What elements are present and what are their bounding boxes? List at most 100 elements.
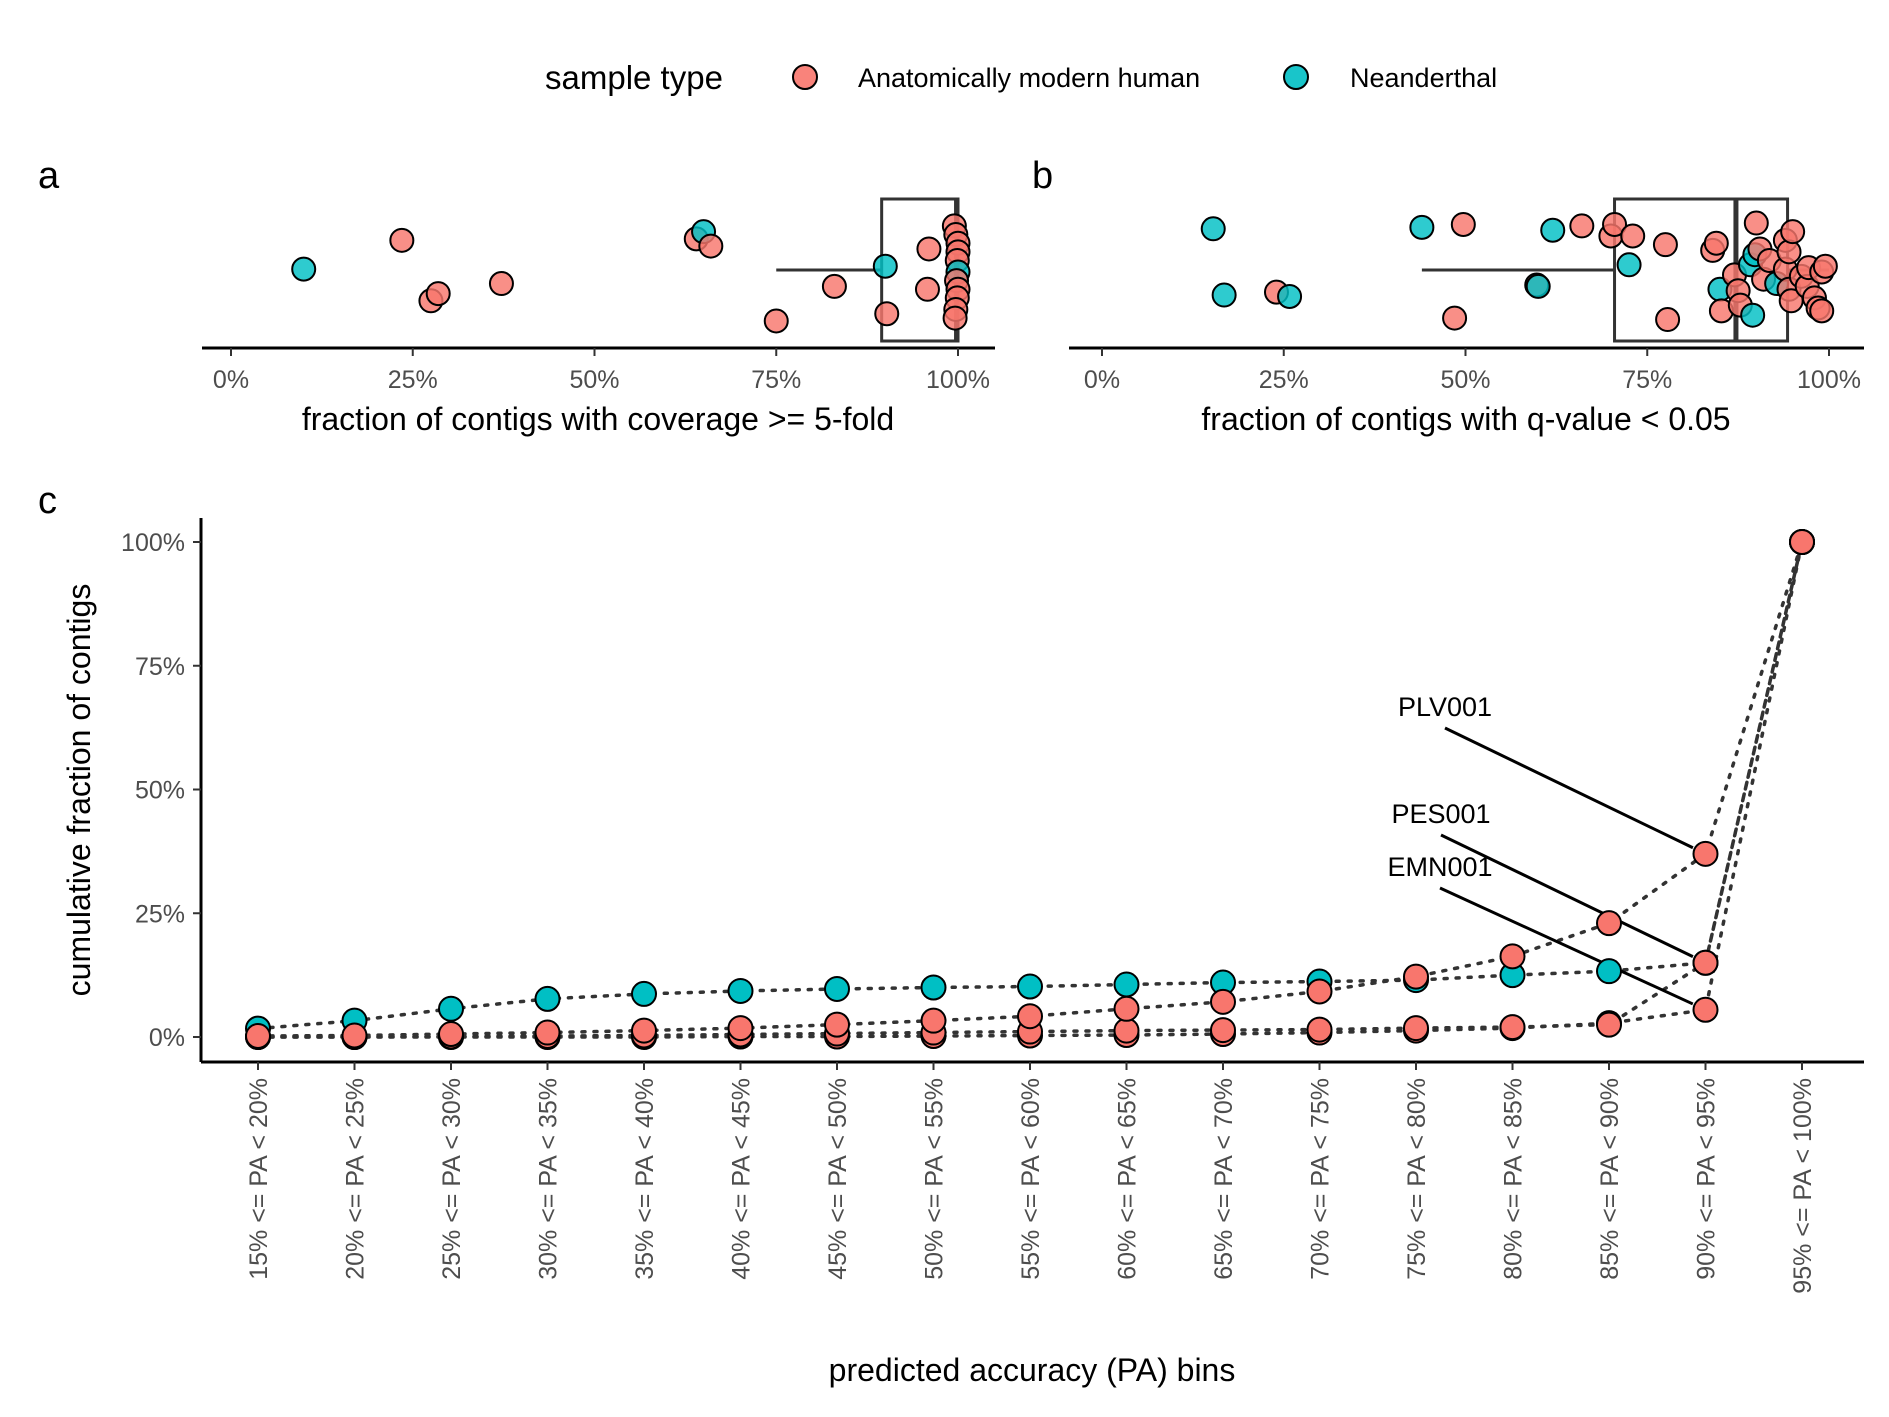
data-point-nea [1596,958,1622,985]
data-point-amh [1692,840,1719,867]
panel-a-x-axis-title: fraction of contigs with coverage >= 5-f… [302,401,894,437]
data-point-amh [245,1023,271,1050]
data-point-nea [727,977,754,1004]
panel-a-x-ticks: 0% 25% 50% 75% 100% [213,348,990,394]
panel-a-points [291,213,971,334]
x-tick-label: 50% <= PA < 55% [921,1078,949,1280]
legend-label-amh: Anatomically modern human [858,63,1200,93]
annotation-leader-line [1440,833,1694,959]
data-point-amh [488,271,514,297]
data-point-nea [1200,216,1226,242]
data-point-amh [1499,943,1526,970]
data-point-amh [727,1015,754,1042]
data-point-amh [1703,230,1729,256]
data-point-amh [1655,307,1681,333]
data-point-amh [1692,996,1719,1023]
panel-b-tag: b [1032,155,1053,197]
data-point-amh [920,1007,947,1034]
data-point-nea [1616,252,1642,278]
data-point-nea [291,256,317,282]
panel-c-tag: c [38,480,57,522]
data-point-amh [341,1022,368,1049]
x-tick-label: 85% <= PA < 90% [1596,1078,1624,1280]
data-point-amh [1776,239,1802,265]
data-point-amh [821,273,847,299]
data-point-amh [1602,211,1628,237]
panel-b-x-ticks: 0% 25% 50% 75% 100% [1084,348,1861,394]
data-point-amh [1620,223,1646,249]
data-point-amh [1789,529,1815,555]
legend-label-nea: Neanderthal [1350,63,1497,93]
annotation-leader-line [1439,886,1694,1006]
data-point-amh [1780,219,1806,245]
x-tick-label: 75% <= PA < 80% [1403,1078,1431,1280]
data-point-amh [1569,213,1595,239]
x-tick-label: 50% [1440,366,1490,394]
panel-b: b 0% 25% 50% 75% 100% fraction of contigs wi… [1032,155,1864,437]
data-point-amh [1450,211,1476,237]
data-point-amh [1017,1003,1043,1030]
data-point-nea [1540,217,1566,243]
panel-c-points [245,529,1815,1050]
data-point-amh [438,1021,464,1048]
data-point-amh [425,281,451,307]
y-tick-label: 50% [135,777,185,805]
x-tick-label: 35% <= PA < 40% [631,1078,659,1280]
data-point-amh [1442,305,1468,331]
panel-c-x-ticks: 15% <= PA < 20% 20% <= PA < 25% 25% <= PA … [245,1062,1817,1294]
x-tick-label: 20% <= PA < 25% [342,1078,370,1280]
x-tick-label: 70% <= PA < 75% [1307,1078,1335,1280]
y-tick-label: 75% [135,653,185,681]
data-point-amh [1596,1011,1622,1038]
data-point-nea [824,975,850,1002]
data-point-nea [1525,273,1551,299]
data-point-amh [1403,1015,1429,1042]
x-tick-label: 100% [1797,366,1861,394]
annotation-label: EMN001 [1387,852,1492,882]
legend-swatch-amh [792,64,818,90]
data-point-nea [1017,973,1043,1000]
data-point-amh [1499,1014,1526,1041]
x-tick-label: 0% [213,366,249,394]
y-tick-label: 0% [149,1024,185,1052]
y-tick-label: 25% [135,900,185,928]
data-point-nea [534,985,561,1012]
x-tick-label: 45% <= PA < 50% [824,1078,852,1280]
x-tick-label: 75% [1622,366,1672,394]
panel-a-tag: a [38,155,60,197]
panel-c-x-axis-title: predicted accuracy (PA) bins [829,1352,1236,1388]
data-point-nea [1740,302,1766,328]
legend-swatch-nea [1283,64,1309,90]
x-tick-label: 30% <= PA < 35% [535,1078,563,1280]
x-tick-label: 15% <= PA < 20% [245,1078,273,1280]
legend: sample type Anatomically modern human Ne… [545,59,1497,96]
series-line-nea [256,540,1804,1031]
x-tick-label: 25% [388,366,438,394]
x-tick-label: 75% [751,366,801,394]
panel-a: a 0% 25% 50% 75% 100% fraction of contigs wi… [38,155,995,437]
data-point-amh [1652,232,1678,258]
data-point-amh [916,236,942,262]
y-tick-label: 100% [121,529,185,557]
x-tick-label: 95% <= PA < 100% [1789,1078,1817,1294]
data-point-amh [1210,988,1236,1015]
data-point-amh [824,1011,850,1038]
data-point-amh [631,1017,657,1044]
x-tick-label: 0% [1084,366,1120,394]
panel-b-x-axis-title: fraction of contigs with q-value < 0.05 [1201,401,1730,437]
data-point-amh [1403,963,1429,990]
data-point-nea [631,980,657,1007]
annotation-leader-line [1444,726,1694,850]
data-point-amh [763,308,789,334]
data-point-amh [1306,978,1333,1005]
data-point-amh [698,233,724,259]
data-point-nea [1277,283,1303,309]
annotation-label: PLV001 [1398,692,1492,722]
x-tick-label: 100% [926,366,990,394]
data-point-amh [389,227,415,253]
annotation-label: PES001 [1391,799,1490,829]
x-tick-label: 25% [1259,366,1309,394]
data-point-amh [1306,1016,1333,1043]
data-point-amh [1113,1017,1140,1044]
